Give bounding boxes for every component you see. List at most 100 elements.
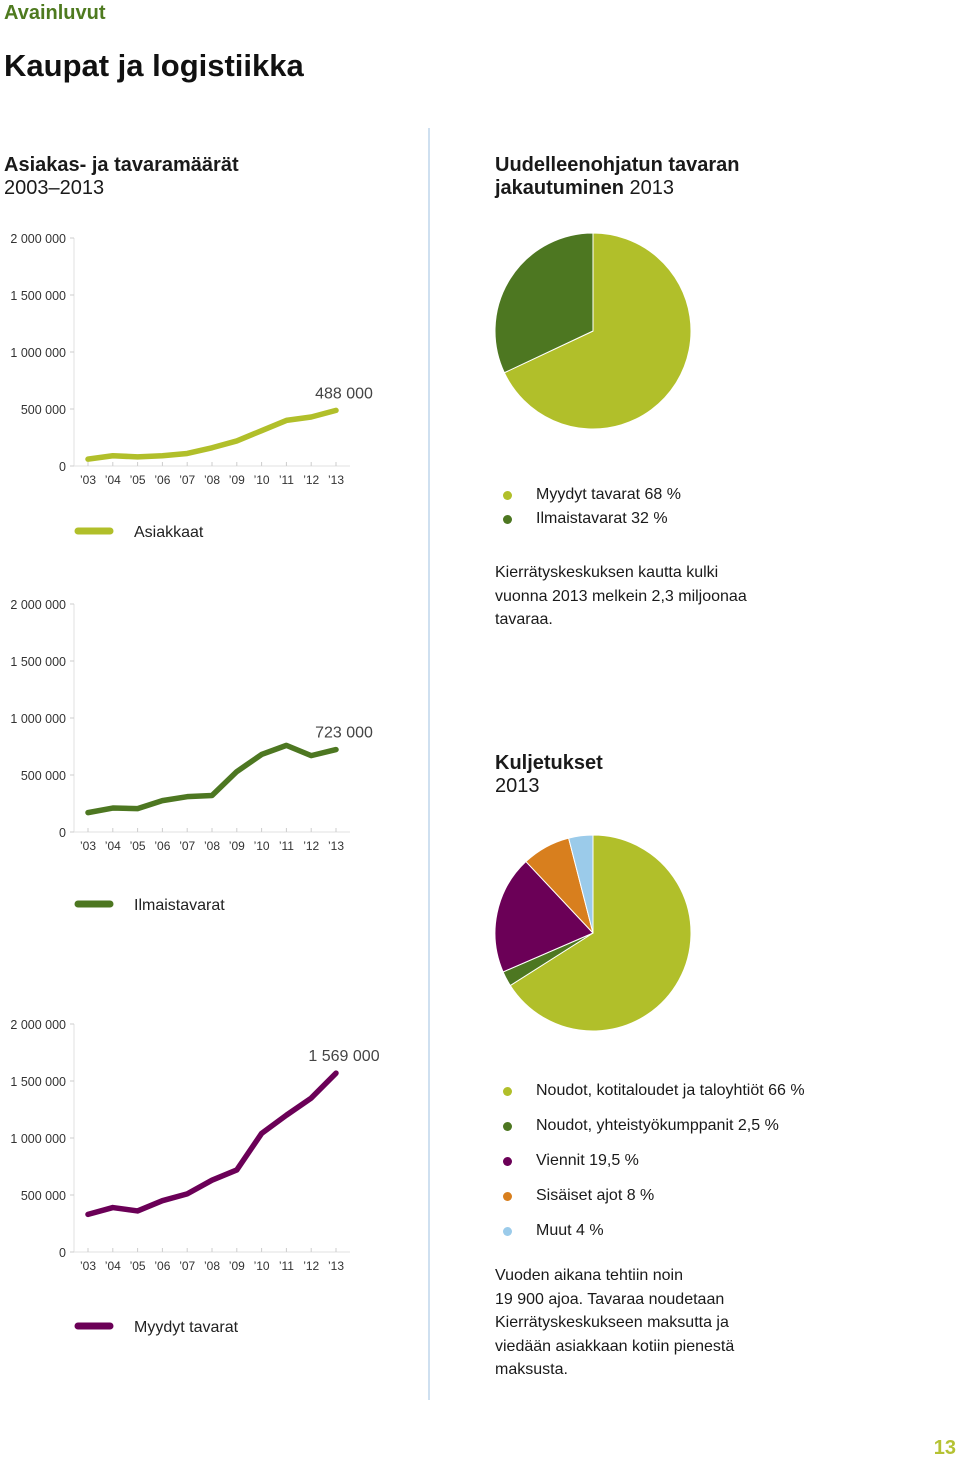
pie1-legend-label: Ilmaistavarat 32 % [536,510,668,527]
y-tick-label: 0 [59,826,66,840]
y-tick-label: 2 000 000 [10,232,66,246]
pie2-legend-dot [503,1121,512,1131]
pie2-legend-label: Muut 4 % [536,1222,604,1239]
info-text-1-line: Kierrätyskeskuksen kautta kulki [495,564,719,581]
line-chart-asiakkaat: 0 500 000 1 000 000 1 500 000 2 000 000 ’03 ’0… [10,232,373,541]
value-annotation: 723 000 [315,725,373,742]
legend-label: Asiakkaat [134,524,204,541]
x-tick-label: ’05 [130,839,146,853]
pie2-heading-year: 2013 [495,775,540,797]
pie2-legend-item: Sisäiset ajot 8 % [503,1187,654,1205]
pie2-legend-dot [503,1156,512,1166]
y-tick-label: 1 500 000 [10,289,66,303]
page-number: 13 [933,1437,956,1459]
x-tick-label: ’13 [328,839,344,853]
line-chart-ilmaistavarat: 0 500 000 1 000 000 1 500 000 2 000 000 ’03 ’0… [10,598,373,914]
x-tick-label: ’11 [279,839,294,853]
x-tick-label: ’04 [105,1259,121,1273]
x-tick-label: ’10 [254,473,270,487]
x-tick-label: ’10 [254,839,270,853]
x-tick-label: ’08 [204,1259,220,1273]
pie2-legend-item: Noudot, kotitaloudet ja taloyhtiöt 66 % [503,1082,805,1100]
x-tick-label: ’03 [80,473,96,487]
pie1-legend-item: Ilmaistavarat 32 % [503,510,668,528]
pie2-legend-dot [503,1191,512,1201]
pie-chart-kuljetukset [494,834,692,1032]
y-tick-label: 500 000 [21,769,66,783]
left-heading-title: Asiakas- ja tavaramäärät [4,154,239,176]
x-tick-label: ’06 [154,839,170,853]
pie2-legend-label: Noudot, kotitaloudet ja taloyhtiöt 66 % [536,1082,805,1099]
pie-chart-uudelleenohjattu [494,232,692,430]
x-tick-label: ’09 [229,1259,245,1273]
pie2-legend-dot [503,1086,512,1096]
x-tick-label: ’09 [229,473,245,487]
pie-slice [509,834,692,1032]
pie1-legend-dot [503,514,512,524]
info-text-1-line: vuonna 2013 melkein 2,3 miljoonaa [495,587,747,605]
info-text-2-line: Kierrätyskeskukseen maksutta ja [495,1314,729,1331]
pie2-legend-item: Viennit 19,5 % [503,1152,639,1170]
pie1-heading-line2: jakautuminen [495,177,624,199]
x-tick-label: ’05 [130,1259,146,1273]
left-heading-subtitle: 2003–2013 [4,177,105,199]
series-line [85,407,339,462]
series-line [85,1070,339,1218]
x-tick-label: ’08 [204,839,220,853]
x-tick-label: ’05 [130,473,146,487]
section-label: Avainluvut [4,2,106,24]
pie2-legend-label: Sisäiset ajot 8 % [536,1187,655,1204]
y-tick-label: 2 000 000 [10,598,66,612]
y-tick-label: 1 500 000 [10,1075,66,1089]
info-text-2-line: Vuoden aikana tehtiin noin [495,1267,683,1284]
pie2-legend-label: Viennit 19,5 % [536,1152,639,1169]
column-divider [428,128,430,1400]
x-tick-label: ’06 [154,473,170,487]
y-tick-label: 0 [59,460,66,474]
y-tick-label: 1 500 000 [10,655,66,669]
y-tick-label: 1 000 000 [10,1132,66,1146]
pie-slice [568,834,594,934]
pie1-heading: Uudelleenohjatun tavaran jakautuminen 20… [495,154,740,200]
pie1-legend-dot [503,490,512,500]
left-heading: Asiakas- ja tavaramäärät 2003–2013 [4,154,239,200]
y-tick-label: 0 [59,1246,66,1260]
pie1-legend-label: Myydyt tavarat 68 % [536,486,681,503]
legend-label: Myydyt tavarat [134,1319,239,1336]
info-text-2-line: maksusta. [495,1361,568,1378]
pie2-legend-item: Noudot, yhteistyökumppanit 2,5 % [503,1117,779,1135]
y-tick-label: 1 000 000 [10,712,66,726]
info-text-2: Vuoden aikana tehtiin noin 19 900 ajoa. … [495,1264,734,1382]
x-tick-label: ’11 [279,1259,294,1273]
y-tick-label: 2 000 000 [10,1018,66,1032]
x-tick-label: ’12 [303,473,319,487]
pie-slice [494,860,594,973]
x-tick-label: ’03 [80,839,96,853]
pie2-legend-item: Muut 4 % [503,1222,604,1240]
page-title: Kaupat ja logistiikka [4,48,304,83]
pie1-heading-line1: Uudelleenohjatun tavaran [495,154,740,176]
x-tick-label: ’07 [179,1259,195,1273]
info-text-2-line: 19 900 ajoa. Tavaraa noudetaan [495,1290,725,1308]
series-line [85,742,339,816]
value-annotation: 1 569 000 [308,1048,379,1065]
x-tick-label: ’13 [328,473,344,487]
pie2-heading: Kuljetukset 2013 [495,752,603,798]
pie-slice [494,232,594,374]
x-tick-label: ’13 [328,1259,344,1273]
pie1-legend-item: Myydyt tavarat 68 % [503,486,681,504]
info-text-1-line: tavaraa. [495,611,553,628]
line-chart-myydyt-tavarat: 0 500 000 1 000 000 1 500 000 2 000 000 ’03 ’0… [10,1018,379,1336]
x-tick-label: ’04 [105,473,121,487]
x-tick-label: ’12 [303,1259,319,1273]
info-text-2-line: viedään asiakkaan kotiin pienestä [495,1337,735,1355]
y-tick-label: 500 000 [21,403,66,417]
x-tick-label: ’07 [179,839,195,853]
x-tick-label: ’12 [303,839,319,853]
value-annotation: 488 000 [315,385,373,402]
pie1-heading-year: 2013 [629,177,674,199]
pie2-heading-title: Kuljetukset [495,752,603,774]
legend-label: Ilmaistavarat [134,897,225,914]
x-tick-label: ’09 [229,839,245,853]
pie2-legend-label: Noudot, yhteistyökumppanit 2,5 % [536,1117,779,1134]
